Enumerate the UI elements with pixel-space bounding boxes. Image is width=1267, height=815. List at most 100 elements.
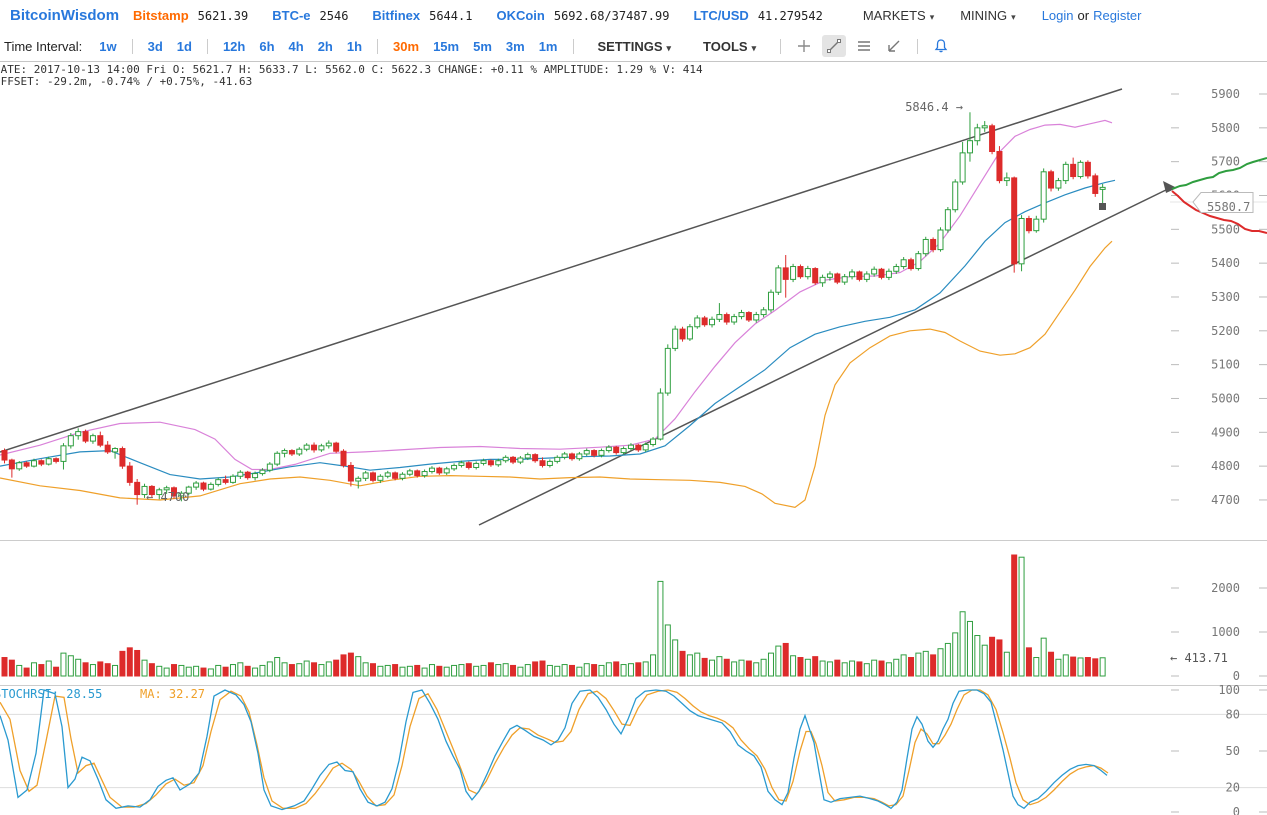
candle-body bbox=[546, 460, 553, 466]
candlestick-chart-canvas[interactable]: 5900580057005600550054005300520051005000… bbox=[0, 62, 1267, 815]
candle-body bbox=[1018, 217, 1025, 265]
candle-body bbox=[679, 328, 686, 340]
candle-body bbox=[23, 462, 30, 467]
depth-bid-line bbox=[1171, 157, 1267, 190]
volume-bar bbox=[723, 658, 730, 677]
volume-bar bbox=[974, 635, 981, 677]
exchange-price: 41.279542 bbox=[757, 8, 823, 23]
exchange-link[interactable]: BTC-e bbox=[272, 8, 311, 23]
interval-6h[interactable]: 6h bbox=[259, 38, 275, 54]
interval-3d[interactable]: 3d bbox=[147, 38, 163, 54]
login-link[interactable]: Login bbox=[1041, 8, 1074, 23]
candle-body bbox=[119, 448, 126, 467]
settings-menu[interactable]: SETTINGS ▾ bbox=[597, 38, 672, 54]
current-volume-label: ← 413.71 bbox=[1170, 651, 1228, 665]
candle-body bbox=[524, 454, 531, 459]
volume-bar bbox=[701, 657, 708, 677]
candle-body bbox=[510, 456, 517, 463]
chevron-down-icon: ▾ bbox=[666, 42, 672, 53]
crosshair-icon[interactable] bbox=[792, 35, 816, 57]
candle-body bbox=[1055, 180, 1062, 189]
candle-body bbox=[97, 435, 104, 446]
candle-body bbox=[502, 456, 509, 462]
volume-bar bbox=[1077, 657, 1084, 677]
candle-body bbox=[473, 462, 480, 468]
volume-bar bbox=[532, 661, 539, 677]
candle-body bbox=[237, 471, 244, 477]
interval-1h[interactable]: 1h bbox=[346, 38, 363, 54]
exchange-ticker: Bitfinex 5644.1 bbox=[372, 8, 486, 23]
volume-bar bbox=[362, 662, 369, 677]
price-axis-label: 5100 bbox=[1211, 358, 1240, 372]
exchange-link[interactable]: Bitfinex bbox=[372, 8, 421, 23]
volume-bar bbox=[834, 659, 841, 677]
interval-1w[interactable]: 1w bbox=[99, 38, 117, 54]
interval-12h[interactable]: 12h bbox=[222, 38, 246, 54]
price-axis-label: 4900 bbox=[1211, 425, 1240, 439]
tools-menu[interactable]: TOOLS ▾ bbox=[703, 38, 757, 54]
volume-bar bbox=[237, 662, 244, 677]
interval-4h[interactable]: 4h bbox=[288, 38, 304, 54]
volume-bar bbox=[502, 663, 509, 677]
candle-body bbox=[635, 444, 642, 451]
candle-body bbox=[672, 328, 679, 349]
trend-arrow-icon[interactable] bbox=[882, 35, 906, 57]
candle-body bbox=[981, 125, 988, 129]
trendline-icon[interactable] bbox=[822, 35, 847, 57]
volume-bar bbox=[885, 662, 892, 677]
candle-body bbox=[333, 442, 340, 452]
volume-bar bbox=[782, 642, 789, 677]
candle-body bbox=[296, 448, 303, 455]
interval-1m[interactable]: 1m bbox=[538, 38, 558, 54]
volume-bar bbox=[620, 664, 627, 677]
trendline bbox=[478, 187, 1171, 526]
volume-bar bbox=[67, 655, 74, 677]
interval-5m[interactable]: 5m bbox=[473, 38, 492, 54]
horizontal-lines-icon[interactable] bbox=[852, 35, 876, 57]
exchange-link[interactable]: OKCoin bbox=[496, 8, 545, 23]
exchange-link[interactable]: LTC/USD bbox=[693, 8, 749, 23]
drawn-trendlines bbox=[0, 88, 1177, 526]
volume-bar bbox=[1055, 658, 1062, 677]
interval-30m[interactable]: 30m bbox=[393, 38, 420, 54]
interval-2h[interactable]: 2h bbox=[317, 38, 333, 54]
volume-bar bbox=[1018, 556, 1025, 677]
candle-body bbox=[1033, 218, 1040, 232]
volume-bar bbox=[458, 664, 465, 677]
register-link[interactable]: Register bbox=[1093, 8, 1142, 23]
interval-3m[interactable]: 3m bbox=[505, 38, 525, 54]
volume-bar bbox=[495, 664, 502, 677]
candle-body bbox=[259, 469, 266, 475]
candle-body bbox=[856, 271, 863, 280]
volume-bar bbox=[738, 659, 745, 677]
menu-markets[interactable]: MARKETS ▾ bbox=[862, 8, 935, 23]
volume-bar bbox=[399, 666, 406, 677]
volume-bar bbox=[53, 666, 60, 677]
interval-15m[interactable]: 15m bbox=[433, 38, 460, 54]
volume-bar bbox=[421, 667, 428, 677]
volume-bar bbox=[8, 659, 15, 677]
volume-bar bbox=[89, 664, 96, 677]
alerts-bell-icon[interactable] bbox=[929, 35, 953, 57]
candle-body bbox=[1, 450, 8, 461]
candle-body bbox=[539, 460, 546, 466]
exchange-ticker: LTC/USD 41.279542 bbox=[693, 8, 836, 23]
candle-body bbox=[1048, 171, 1055, 189]
brand-logo[interactable]: BitcoinWisdom bbox=[10, 7, 120, 24]
chart-area[interactable]: DATE: 2017-10-13 14:00 Fri O: 5621.7 H: … bbox=[0, 62, 1267, 815]
volume-bar bbox=[1070, 656, 1077, 677]
volume-bar bbox=[753, 662, 760, 677]
volume-bar bbox=[627, 663, 634, 677]
candle-body bbox=[568, 453, 575, 460]
volume-bar bbox=[97, 661, 104, 677]
price-axis: 5900580057005600550054005300520051005000… bbox=[1171, 87, 1267, 507]
volume-bar bbox=[406, 665, 413, 677]
volume-bar bbox=[23, 667, 30, 677]
candle-body bbox=[392, 472, 399, 479]
volume-bar bbox=[75, 658, 82, 677]
volume-bar bbox=[642, 661, 649, 677]
menu-mining[interactable]: MINING ▾ bbox=[960, 8, 1016, 23]
exchange-link[interactable]: Bitstamp bbox=[133, 8, 189, 23]
candle-body bbox=[207, 483, 214, 490]
interval-1d[interactable]: 1d bbox=[176, 38, 192, 54]
